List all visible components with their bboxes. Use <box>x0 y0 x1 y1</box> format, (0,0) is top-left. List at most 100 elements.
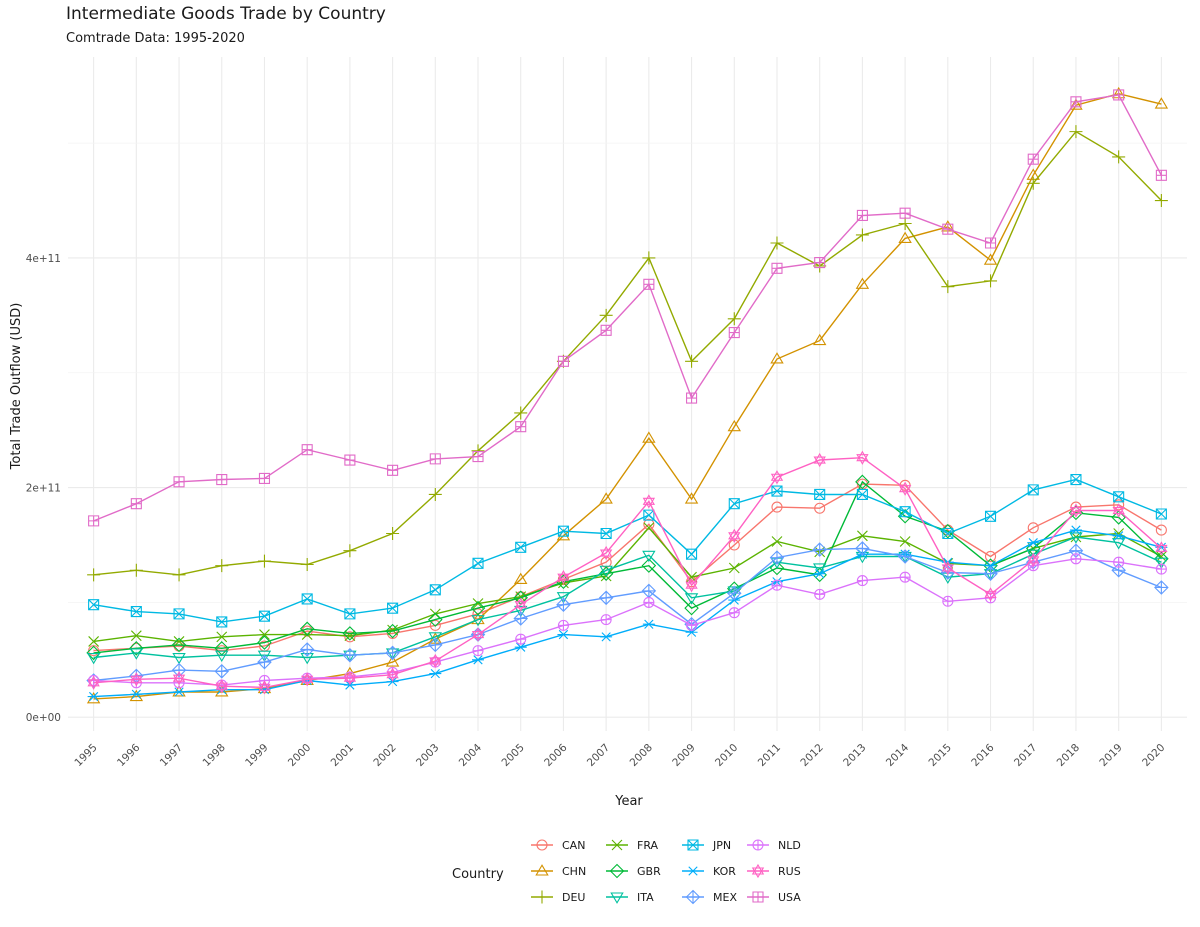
data-point <box>897 549 913 564</box>
legend-item-rus: RUS <box>747 863 801 879</box>
data-point <box>258 680 271 695</box>
data-point <box>515 541 527 553</box>
legend-label: FRA <box>637 839 659 852</box>
data-point <box>515 591 527 603</box>
data-point <box>728 528 741 543</box>
data-point <box>642 494 656 509</box>
data-point <box>88 515 100 527</box>
x-axis-ticks: 1995 1996 1997 1998 1999 2000 2001 2002 2003 2004… <box>72 741 1167 769</box>
data-point <box>129 689 144 702</box>
data-point <box>771 485 783 497</box>
data-point <box>1070 473 1082 486</box>
data-point <box>472 655 485 665</box>
data-point <box>814 588 826 600</box>
data-point <box>471 627 485 642</box>
x-tick-label: 2013 <box>841 742 868 769</box>
legend-label: USA <box>778 891 801 904</box>
data-point <box>941 560 954 576</box>
data-point <box>387 624 398 636</box>
data-point <box>428 612 443 627</box>
legend-item-usa: USA <box>747 891 801 904</box>
data-point <box>556 592 571 604</box>
data-point <box>684 492 699 504</box>
y-tick-label: 2e+11 <box>26 483 61 495</box>
legend-item-can: CAN <box>531 839 585 852</box>
data-point <box>687 839 699 851</box>
data-point <box>515 633 527 645</box>
data-point <box>728 498 740 510</box>
legend-label: DEU <box>562 891 585 904</box>
data-point <box>1069 525 1082 535</box>
data-point <box>899 506 911 518</box>
data-point <box>609 863 625 879</box>
data-point <box>1069 532 1083 544</box>
legend-label: GBR <box>637 865 661 878</box>
legend-item-kor: KOR <box>682 865 736 878</box>
series-line <box>93 483 1162 652</box>
data-point <box>812 333 827 346</box>
data-point <box>684 600 699 616</box>
x-tick-label: 2003 <box>414 742 441 769</box>
data-point <box>984 587 997 602</box>
data-point <box>898 481 912 496</box>
data-point <box>301 444 313 456</box>
grid-lines <box>68 57 1187 731</box>
data-point <box>728 562 740 574</box>
data-point <box>598 566 614 581</box>
x-tick-label: 2020 <box>1140 742 1167 769</box>
data-point <box>1027 484 1039 496</box>
data-point <box>514 406 528 420</box>
data-point <box>643 596 655 608</box>
data-point <box>642 550 656 563</box>
data-point <box>814 256 826 269</box>
data-point <box>387 602 399 614</box>
x-tick-label: 2019 <box>1097 742 1124 769</box>
data-point <box>685 889 701 905</box>
legend-item-ita: ITA <box>606 891 654 904</box>
data-point <box>428 637 443 653</box>
data-point <box>344 671 356 683</box>
data-point <box>343 544 357 558</box>
data-point <box>130 689 143 699</box>
series-mex <box>86 541 1169 688</box>
data-point <box>1026 176 1040 190</box>
data-point <box>599 565 613 578</box>
data-point <box>470 600 486 616</box>
data-point <box>727 419 741 432</box>
x-tick-label: 1996 <box>115 741 143 769</box>
series-layer <box>86 86 1169 704</box>
series-line <box>93 130 1162 576</box>
data-point <box>86 645 101 661</box>
data-point <box>472 557 484 569</box>
data-point <box>216 473 228 486</box>
data-point <box>1027 153 1039 165</box>
data-point <box>942 595 954 607</box>
data-point <box>557 629 570 640</box>
data-point <box>215 679 228 694</box>
data-point <box>1113 89 1125 101</box>
data-point <box>1155 524 1167 536</box>
data-point <box>771 536 783 547</box>
data-point <box>387 464 399 476</box>
data-point <box>984 561 997 571</box>
y-tick-label: 4e+11 <box>26 253 61 265</box>
x-tick-label: 2011 <box>756 742 783 769</box>
data-point <box>1069 503 1083 518</box>
legend: Country CAN CHN DEU FRA GBR ITA JPN KOR MEX NLD RU… <box>452 839 801 905</box>
data-point <box>130 606 142 618</box>
series-usa <box>88 89 1167 527</box>
x-tick-label: 2015 <box>927 742 954 769</box>
data-point <box>514 642 527 652</box>
data-point <box>386 667 399 682</box>
data-point <box>1155 508 1167 520</box>
data-point <box>257 635 272 650</box>
chart-subtitle: Comtrade Data: 1995-2020 <box>66 31 245 46</box>
data-point <box>1069 98 1083 110</box>
data-point <box>771 262 783 274</box>
data-point <box>385 623 400 639</box>
data-point <box>856 209 868 222</box>
data-point <box>899 536 911 547</box>
data-point <box>130 672 143 687</box>
data-point <box>343 671 357 686</box>
data-point <box>642 251 656 265</box>
